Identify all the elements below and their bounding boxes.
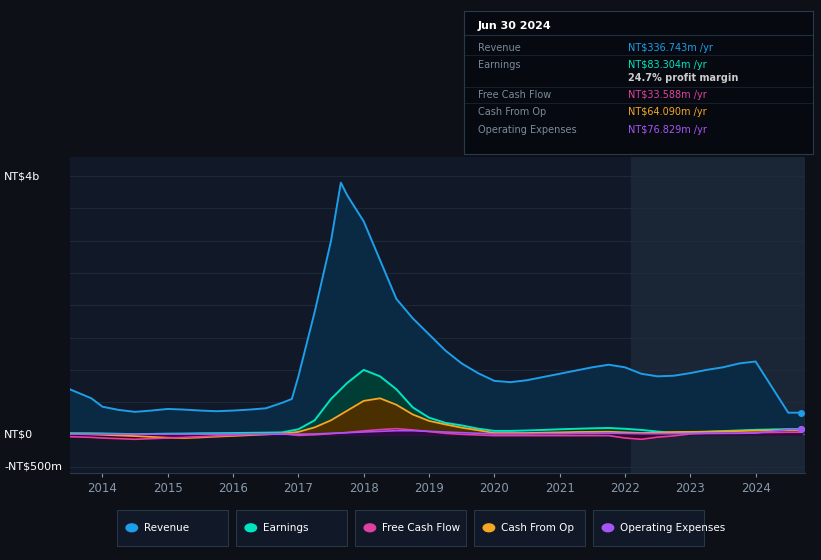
Text: Revenue: Revenue bbox=[478, 43, 521, 53]
Text: 24.7% profit margin: 24.7% profit margin bbox=[628, 73, 738, 83]
Bar bbox=[631, 157, 805, 473]
Text: -NT$500m: -NT$500m bbox=[4, 462, 62, 472]
Text: Revenue: Revenue bbox=[144, 523, 189, 533]
Text: Cash From Op: Cash From Op bbox=[478, 107, 546, 117]
Text: Free Cash Flow: Free Cash Flow bbox=[478, 90, 551, 100]
Text: Operating Expenses: Operating Expenses bbox=[478, 125, 576, 136]
Text: NT$83.304m /yr: NT$83.304m /yr bbox=[628, 60, 707, 70]
Text: NT$64.090m /yr: NT$64.090m /yr bbox=[628, 107, 707, 117]
Text: NT$4b: NT$4b bbox=[4, 171, 40, 181]
Text: Jun 30 2024: Jun 30 2024 bbox=[478, 21, 552, 31]
Text: Earnings: Earnings bbox=[478, 60, 521, 70]
Text: NT$33.588m /yr: NT$33.588m /yr bbox=[628, 90, 707, 100]
Text: Cash From Op: Cash From Op bbox=[502, 523, 574, 533]
Text: NT$0: NT$0 bbox=[4, 430, 33, 440]
Text: Operating Expenses: Operating Expenses bbox=[621, 523, 726, 533]
Text: NT$336.743m /yr: NT$336.743m /yr bbox=[628, 43, 713, 53]
Text: NT$76.829m /yr: NT$76.829m /yr bbox=[628, 125, 707, 136]
Text: Earnings: Earnings bbox=[263, 523, 309, 533]
Text: Free Cash Flow: Free Cash Flow bbox=[383, 523, 461, 533]
